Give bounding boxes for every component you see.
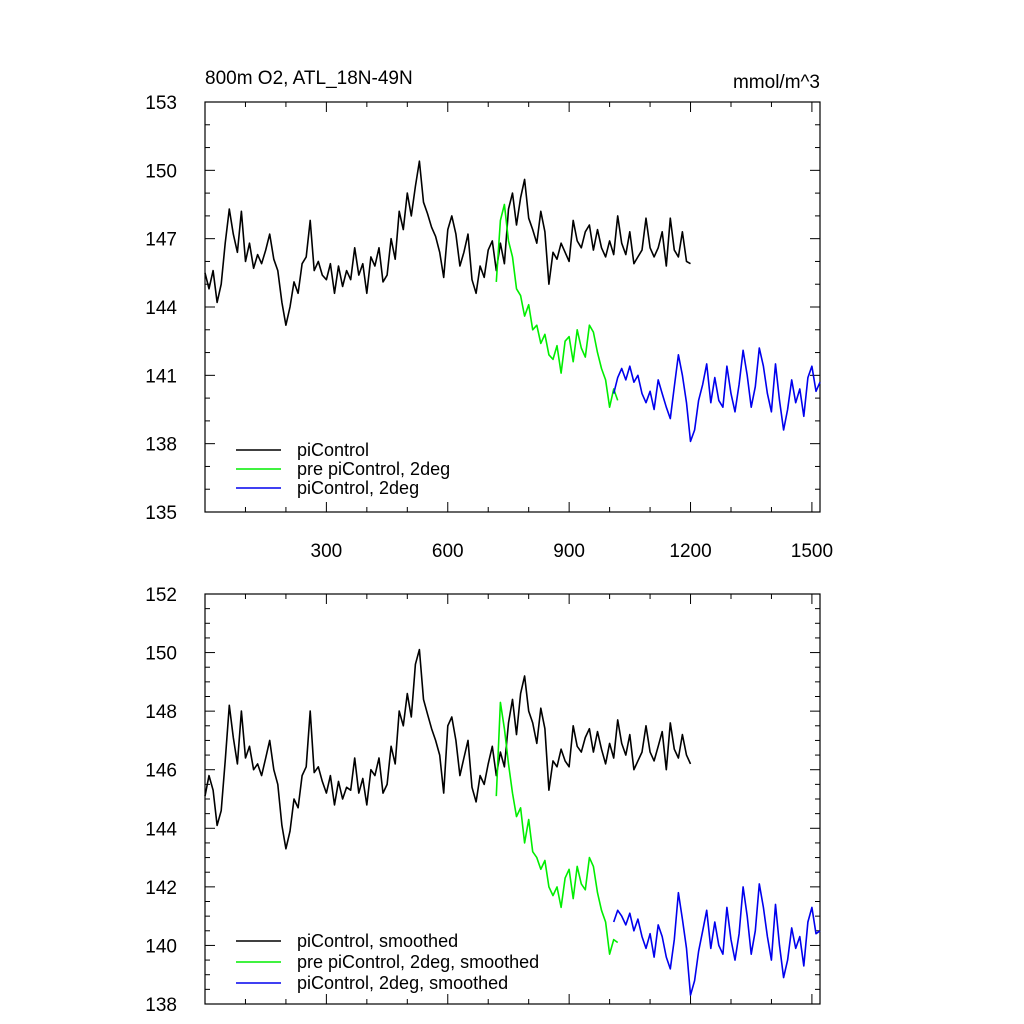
y-tick-label: 153 bbox=[145, 93, 177, 114]
series-line-2 bbox=[612, 347, 821, 443]
units-label: mmol/m^3 bbox=[733, 72, 820, 93]
series-line-0 bbox=[204, 648, 692, 850]
y-tick-label: 150 bbox=[145, 644, 177, 665]
y-tick-label: 135 bbox=[145, 503, 177, 524]
y-tick-label: 152 bbox=[145, 585, 177, 606]
y-tick-label: 148 bbox=[145, 702, 177, 723]
legend-label: piControl, 2deg, smoothed bbox=[297, 973, 508, 993]
bottom-panel: 138 140 142 144 146 148 150 152 piControl, smoot… bbox=[145, 585, 821, 1016]
y-tick-label: 141 bbox=[145, 366, 177, 387]
legend-label: piControl bbox=[297, 440, 369, 460]
y-tick-label: 144 bbox=[145, 298, 177, 319]
y-tick-label: 146 bbox=[145, 761, 177, 782]
y-tick-label: 138 bbox=[145, 995, 177, 1016]
legend-label: pre piControl, 2deg bbox=[297, 459, 450, 479]
y-tick-label: 140 bbox=[145, 936, 177, 957]
x-tick-label: 1500 bbox=[791, 541, 833, 562]
legend-label: pre piControl, 2deg, smoothed bbox=[297, 952, 539, 972]
y-tick-label: 147 bbox=[145, 230, 177, 251]
y-tick-label: 144 bbox=[145, 819, 177, 840]
series-line-1 bbox=[495, 203, 619, 409]
series-line-2 bbox=[612, 883, 821, 997]
y-tick-label: 138 bbox=[145, 435, 177, 456]
x-tick-label: 1200 bbox=[669, 541, 711, 562]
series-line-0 bbox=[204, 160, 691, 327]
legend-label: piControl, 2deg bbox=[297, 478, 419, 498]
x-tick-label: 900 bbox=[553, 541, 585, 562]
top-panel: 800m O2, ATL_18N-49N mmol/m^3 300 600 900 1… bbox=[145, 68, 833, 562]
chart-title: 800m O2, ATL_18N-49N bbox=[205, 68, 413, 89]
x-tick-label: 300 bbox=[311, 541, 343, 562]
x-tick-label: 600 bbox=[432, 541, 464, 562]
y-tick-label: 142 bbox=[145, 878, 177, 899]
legend-label: piControl, smoothed bbox=[297, 931, 458, 951]
series-line-1 bbox=[495, 701, 619, 956]
y-tick-label: 150 bbox=[145, 161, 177, 182]
